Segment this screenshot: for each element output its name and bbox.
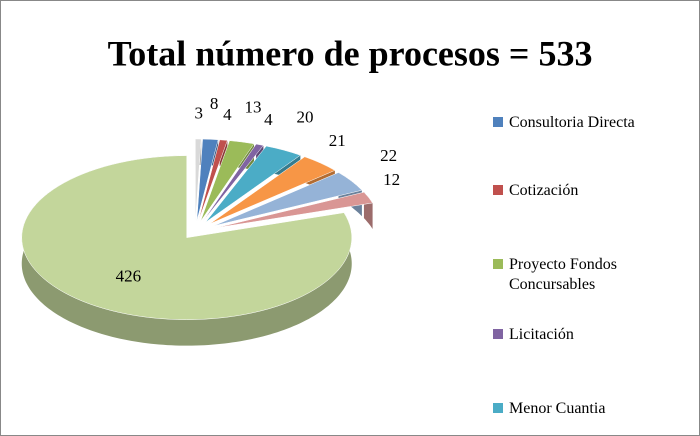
slice-top: [205, 145, 301, 223]
slice: [195, 138, 202, 222]
slice-top: [209, 156, 336, 225]
slice: [196, 138, 219, 222]
legend-swatch: [493, 403, 503, 413]
slice: [215, 191, 374, 229]
legend-label: Menor Cuantia: [509, 400, 606, 417]
legend-label: Proyecto Fondos Concursables: [509, 256, 617, 293]
legend-swatch: [493, 259, 503, 269]
legend-label: Licitación: [509, 326, 574, 343]
slice-top: [21, 155, 352, 320]
slice-top: [195, 138, 202, 222]
legend-swatch: [493, 329, 503, 339]
legend-item: Menor Cuantia: [493, 399, 693, 419]
legend-label: Cotización: [509, 182, 579, 199]
legend-item: Consultoria Directa: [493, 113, 693, 133]
data-label: 8: [210, 94, 219, 113]
data-label: 20: [297, 108, 314, 127]
data-label: 13: [245, 97, 262, 116]
slice: [21, 155, 352, 346]
slice-top: [198, 139, 228, 222]
data-label: 4: [223, 105, 232, 124]
legend-item: Cotización: [493, 181, 693, 201]
legend-swatch: [493, 117, 503, 127]
data-label: 4: [264, 110, 273, 129]
slice-top: [196, 138, 219, 222]
slice-top: [213, 172, 363, 227]
slice-top: [215, 191, 374, 229]
data-label: 12: [383, 170, 400, 189]
data-label: 21: [329, 131, 346, 150]
legend-item: Licitación: [493, 325, 693, 345]
data-label: 426: [116, 266, 142, 285]
chart-title: Total número de procesos = 533: [108, 33, 593, 73]
slice-top: [200, 140, 255, 222]
slice-top: [202, 143, 264, 222]
legend-item: Proyecto Fondos Concursables: [493, 255, 693, 295]
legend-label: Consultoria Directa: [509, 114, 635, 131]
legend-swatch: [493, 185, 503, 195]
data-label: 3: [194, 104, 203, 123]
data-label: 22: [380, 146, 397, 165]
